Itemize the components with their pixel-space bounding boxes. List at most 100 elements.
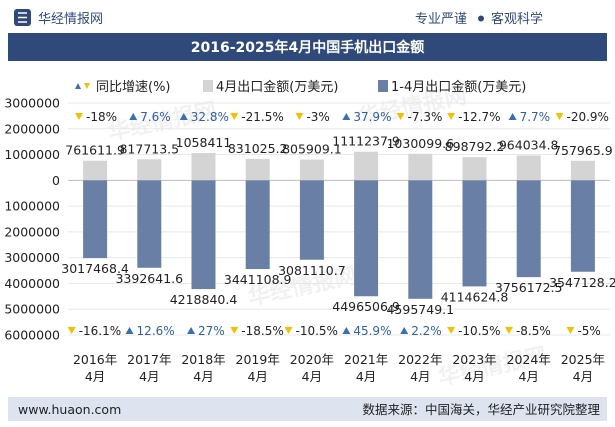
growth-value: 12.6% bbox=[137, 324, 175, 338]
x-tick-line: 4月 bbox=[464, 369, 484, 384]
growth-value: -18.5% bbox=[241, 324, 283, 338]
data-label-april: 805909.1 bbox=[282, 142, 342, 157]
x-tick-line: 2022年 bbox=[398, 352, 442, 367]
data-label-cumulative: 3547128.2 bbox=[549, 275, 615, 290]
triangle-up-icon bbox=[400, 327, 409, 334]
y-tick-label: 3000000 bbox=[4, 250, 60, 265]
legend-swatch-cumulative bbox=[378, 80, 388, 92]
bar-cumulative bbox=[191, 180, 216, 290]
data-label-cumulative: 4114624.8 bbox=[441, 289, 509, 304]
growth-label-april: 7.7% bbox=[508, 110, 550, 124]
growth-label-april: 7.6% bbox=[129, 110, 171, 124]
triangle-up-icon bbox=[508, 113, 517, 120]
bar-cumulative bbox=[516, 180, 541, 278]
x-tick-line: 2025年 bbox=[561, 352, 605, 367]
triangle-up-icon bbox=[75, 83, 81, 89]
chart-title: 2016-2025年4月中国手机出口金额 bbox=[191, 39, 424, 56]
triangle-down-icon bbox=[75, 113, 83, 120]
bar-april bbox=[83, 160, 108, 181]
x-tick-label: 2019年 4月 bbox=[236, 352, 280, 384]
data-label-cumulative: 3017468.4 bbox=[61, 261, 129, 276]
triangle-down-icon bbox=[504, 327, 513, 334]
legend-item-growth: 同比增速(%) bbox=[75, 80, 171, 95]
triangle-down-icon bbox=[566, 327, 575, 334]
bar-cumulative bbox=[137, 180, 162, 268]
x-tick-line: 2018年 bbox=[181, 352, 225, 367]
data-label-april: 757965.9 bbox=[553, 143, 613, 158]
bar-april bbox=[570, 160, 595, 181]
data-label-april: 964034.8 bbox=[499, 137, 559, 152]
x-tick-line: 2019年 bbox=[236, 352, 280, 367]
triangle-down-icon bbox=[84, 83, 90, 89]
y-axis: 3000000 2000000 1000000 0 1000000 2000000 3000… bbox=[4, 96, 60, 343]
brand-name: 华经情报网 bbox=[38, 12, 103, 27]
triangle-up-icon bbox=[179, 113, 188, 120]
growth-value: -12.7% bbox=[458, 110, 500, 124]
x-tick-line: 4月 bbox=[356, 369, 376, 384]
y-tick-label: 0 bbox=[52, 173, 60, 188]
legend-item-cumulative: 1-4月出口金额(万美元) bbox=[378, 79, 526, 95]
growth-label-cumulative: -5% bbox=[566, 324, 601, 338]
growth-value: -3% bbox=[306, 110, 329, 124]
triangle-up-icon bbox=[125, 327, 134, 334]
growth-label-april: -18% bbox=[75, 110, 117, 124]
footer-band bbox=[8, 397, 607, 421]
tagline-right: 客观科学 bbox=[491, 11, 543, 27]
x-tick-label: 2024年 4月 bbox=[507, 352, 551, 384]
triangle-down-icon bbox=[67, 327, 76, 334]
data-label-cumulative: 3392641.6 bbox=[115, 271, 183, 286]
growth-value: -8.5% bbox=[516, 324, 551, 338]
triangle-up-icon bbox=[187, 327, 196, 334]
footer-url: www.huaon.com bbox=[18, 402, 121, 417]
triangle-down-icon bbox=[447, 327, 456, 334]
bar-cumulative bbox=[245, 180, 270, 270]
data-labels: 761611.9 3017468.4 817713.5 3392641.6 105841… bbox=[61, 134, 615, 317]
growth-label-cumulative: -10.5% bbox=[284, 324, 338, 338]
legend-item-april: 4月出口金额(万美元) bbox=[203, 79, 338, 95]
growth-label-april: -7.3% bbox=[396, 110, 443, 124]
bar-april bbox=[408, 153, 433, 181]
growth-value: -18% bbox=[86, 110, 117, 124]
growth-value: 7.6% bbox=[140, 110, 171, 124]
data-label-april: 1058411 bbox=[176, 135, 232, 150]
x-tick-label: 2017年 4月 bbox=[127, 352, 171, 384]
data-label-april: 1111237.9 bbox=[332, 134, 400, 149]
growth-value: 2.2% bbox=[411, 324, 442, 338]
growth-labels: -18%-16.1%7.6%12.6%32.8%27%-21.5%-18.5%-… bbox=[67, 110, 609, 338]
growth-label-april: -3% bbox=[295, 110, 330, 124]
x-tick-line: 2016年 bbox=[73, 352, 117, 367]
data-label-april: 831025.2 bbox=[228, 141, 288, 156]
legend-label-cumulative: 1-4月出口金额(万美元) bbox=[391, 79, 526, 95]
data-label-april: 898792.2 bbox=[445, 139, 505, 154]
data-label-cumulative: 3756172.5 bbox=[495, 280, 563, 295]
data-label-april: 1030099.6 bbox=[386, 136, 454, 151]
legend-swatch-april bbox=[203, 80, 213, 92]
x-tick-label: 2023年 4月 bbox=[452, 352, 496, 384]
growth-value: -21.5% bbox=[241, 110, 283, 124]
x-tick-line: 4月 bbox=[247, 369, 267, 384]
y-tick-label: 1000000 bbox=[4, 199, 60, 214]
triangle-up-icon bbox=[342, 113, 351, 120]
growth-value: -7.3% bbox=[408, 110, 443, 124]
triangle-up-icon bbox=[129, 113, 138, 120]
x-tick-line: 4月 bbox=[573, 369, 593, 384]
growth-label-april: -12.7% bbox=[447, 110, 501, 124]
bar-cumulative bbox=[299, 180, 324, 260]
triangle-down-icon bbox=[447, 113, 456, 120]
top-bar: 华经情报网 专业严谨 客观科学 bbox=[14, 9, 543, 27]
x-tick-label: 2025年 4月 bbox=[561, 352, 605, 384]
bar-cumulative bbox=[462, 180, 487, 287]
data-label-cumulative: 4218840.4 bbox=[170, 292, 238, 307]
x-tick-line: 2021年 bbox=[344, 352, 388, 367]
growth-value: 32.8% bbox=[191, 110, 229, 124]
footer-source: 数据来源：中国海关，华经产业研究院整理 bbox=[362, 402, 600, 417]
tagline-dot-icon bbox=[478, 15, 484, 22]
data-label-april: 817713.5 bbox=[119, 141, 179, 156]
bar-april bbox=[191, 153, 216, 181]
growth-label-cumulative: -18.5% bbox=[230, 324, 284, 338]
growth-value: -10.5% bbox=[458, 324, 500, 338]
data-label-cumulative: 3441108.9 bbox=[224, 272, 292, 287]
data-label-april: 761611.9 bbox=[65, 143, 125, 158]
growth-label-cumulative: 45.9% bbox=[342, 324, 391, 338]
triangle-down-icon bbox=[230, 327, 239, 334]
